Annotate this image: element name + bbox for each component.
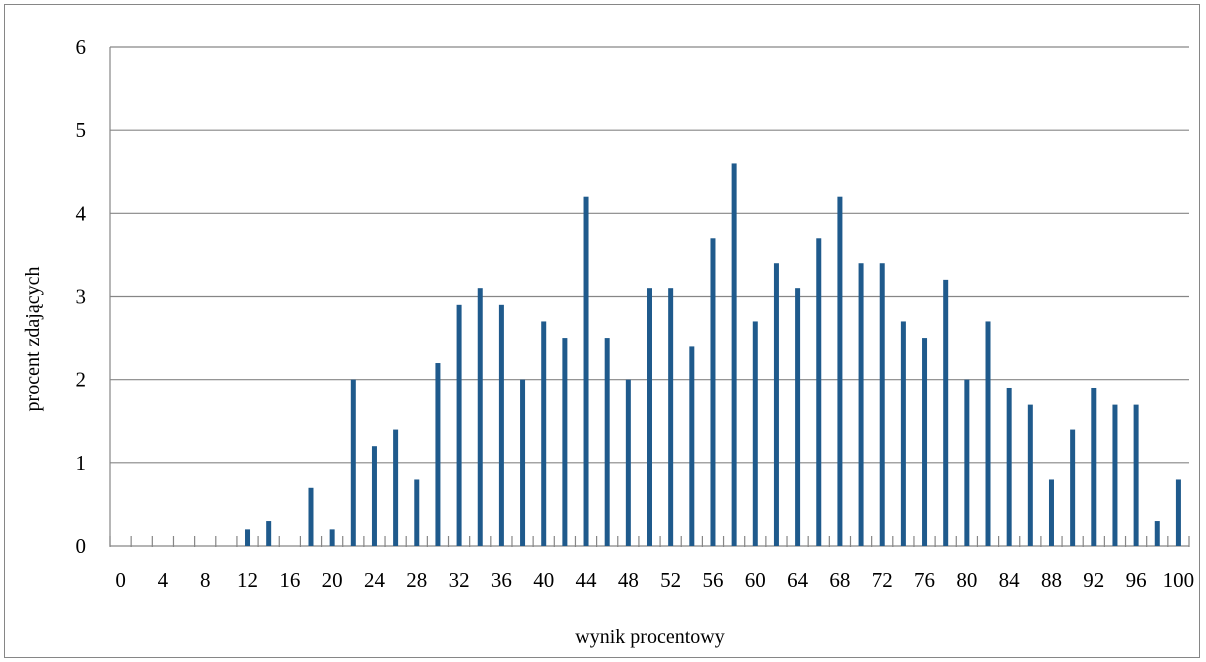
bar	[498, 304, 504, 546]
x-tick-label: 84	[999, 568, 1021, 592]
bar	[837, 196, 843, 546]
bar	[1006, 387, 1012, 546]
x-axis: 0 4 8 12 16 20 24 28 32 36 40 44 48 52 56 60 64 68 72 76 80 8…	[109, 536, 1195, 592]
bar	[731, 163, 737, 546]
bar	[604, 338, 610, 546]
x-tick-label: 92	[1083, 568, 1104, 592]
bar	[1154, 521, 1160, 546]
bar	[900, 321, 906, 546]
bar	[795, 288, 801, 546]
y-tick-label: 1	[76, 451, 87, 475]
bar	[541, 321, 547, 546]
x-tick-label: 64	[787, 568, 809, 592]
x-axis-title: wynik procentowy	[575, 626, 724, 648]
bar	[752, 321, 758, 546]
x-tick-label: 40	[533, 568, 554, 592]
bar	[350, 379, 356, 546]
x-tick-label: 12	[237, 568, 258, 592]
bar	[689, 346, 695, 546]
x-tick-label: 44	[576, 568, 598, 592]
bar	[562, 338, 568, 546]
bar	[308, 487, 314, 546]
x-tick-label: 52	[660, 568, 681, 592]
bar	[520, 379, 526, 546]
x-tick-label: 0	[115, 568, 126, 592]
chart-frame	[4, 4, 1200, 658]
bar	[773, 263, 779, 546]
bar	[647, 288, 652, 546]
x-tick-label: 28	[406, 568, 427, 592]
bar	[456, 304, 462, 546]
x-tick-label: 80	[956, 568, 977, 592]
x-tick-label: 96	[1126, 568, 1147, 592]
x-tick-label: 76	[914, 568, 935, 592]
x-tick-label: 60	[745, 568, 766, 592]
bar	[245, 529, 251, 546]
bar	[1133, 404, 1139, 546]
x-tick-label: 32	[449, 568, 470, 592]
bar	[435, 363, 441, 546]
x-tick-label: 68	[829, 568, 850, 592]
x-tick-label: 88	[1041, 568, 1062, 592]
bar	[1027, 404, 1033, 546]
bar	[964, 379, 970, 546]
bar	[266, 521, 272, 546]
bar	[371, 446, 377, 546]
x-tick-label: 48	[618, 568, 639, 592]
y-tick-label: 2	[76, 368, 87, 392]
bar	[943, 279, 949, 546]
x-tick-label: 8	[200, 568, 211, 592]
bar	[414, 479, 420, 546]
bar	[1112, 404, 1118, 546]
bar	[625, 379, 631, 546]
x-tick-label: 100	[1163, 568, 1195, 592]
bar	[393, 429, 399, 546]
bar	[1175, 479, 1181, 546]
x-tick-label: 4	[158, 568, 169, 592]
bar	[710, 238, 716, 547]
y-tick-label: 0	[76, 534, 87, 558]
x-tick-label: 72	[872, 568, 893, 592]
bar	[879, 263, 885, 546]
y-tick-label: 6	[76, 35, 87, 59]
x-tick-label: 16	[279, 568, 300, 592]
bar	[1048, 479, 1054, 546]
bars	[245, 163, 1181, 547]
x-tick-label: 20	[322, 568, 343, 592]
bar	[668, 288, 674, 546]
y-tick-label: 5	[76, 118, 87, 142]
bar	[1070, 429, 1076, 546]
x-tick-label: 36	[491, 568, 512, 592]
bar	[1091, 387, 1097, 546]
y-axis: 0 1 2 3 4 5 6	[76, 35, 111, 558]
y-axis-title: procent zdających	[22, 267, 44, 412]
bar	[583, 196, 589, 546]
x-tick-label: 24	[364, 568, 386, 592]
y-tick-label: 4	[76, 201, 87, 225]
bar	[858, 263, 864, 546]
y-tick-label: 3	[76, 285, 87, 309]
bar	[329, 529, 335, 546]
bar	[922, 338, 928, 546]
x-tick-label: 56	[702, 568, 723, 592]
bar	[985, 321, 991, 546]
bar	[816, 238, 822, 547]
bar	[477, 288, 483, 546]
